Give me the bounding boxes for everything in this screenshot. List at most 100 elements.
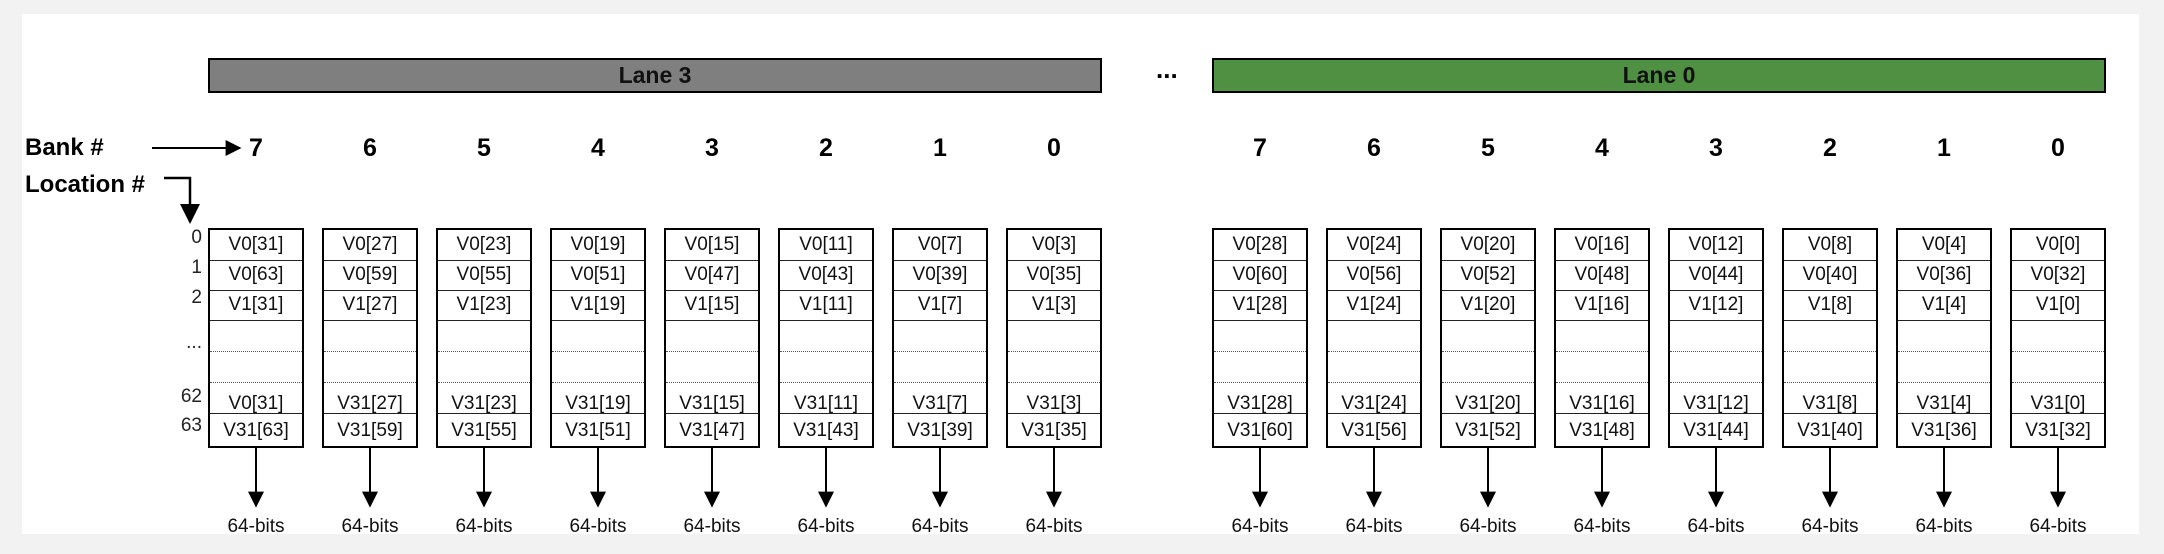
row-divider xyxy=(1008,260,1100,261)
bank-cell: V31[20] xyxy=(1455,393,1521,414)
row-divider xyxy=(1328,290,1420,291)
lane3-bank-number: 3 xyxy=(705,134,719,162)
row-divider xyxy=(324,320,416,321)
bank-cell: V0[60] xyxy=(1232,264,1288,285)
lane0-bank-number: 1 xyxy=(1937,134,1951,162)
bank-cell: V31[24] xyxy=(1341,393,1407,414)
location-index: 62 xyxy=(180,386,202,407)
bank-cell: V31[60] xyxy=(1227,420,1293,441)
lane0-bank-number: 2 xyxy=(1823,134,1837,162)
output-width-label: 64-bits xyxy=(569,516,627,537)
row-divider-dotted xyxy=(1328,382,1420,383)
row-divider xyxy=(1008,290,1100,291)
row-divider xyxy=(1008,320,1100,321)
row-divider-dotted xyxy=(1556,382,1648,383)
row-divider xyxy=(2012,290,2104,291)
lane-0-header: Lane 0 xyxy=(1212,58,2106,93)
lane3-bank-number: 0 xyxy=(1047,134,1061,162)
row-divider xyxy=(2012,260,2104,261)
row-divider xyxy=(438,260,530,261)
bank-cell: V0[40] xyxy=(1802,264,1858,285)
output-width-label: 64-bits xyxy=(1915,516,1973,537)
row-divider-dotted xyxy=(1670,382,1762,383)
lane0-bank-7: V0[28] V0[60] V1[28] V31[28] V31[60] xyxy=(1212,228,1308,448)
bank-cell: V31[8] xyxy=(1802,393,1858,414)
row-divider-dotted xyxy=(2012,382,2104,383)
row-divider xyxy=(1670,413,1762,414)
row-divider xyxy=(2012,320,2104,321)
lane0-bank-2: V0[8] V0[40] V1[8] V31[8] V31[40] xyxy=(1782,228,1878,448)
lane3-bank-7: V0[31] V0[63] V1[31] V0[31] V31[63] xyxy=(208,228,304,448)
row-divider xyxy=(552,290,644,291)
bank-cell: V31[52] xyxy=(1455,420,1521,441)
output-width-label: 64-bits xyxy=(1345,516,1403,537)
location-index: 2 xyxy=(191,287,202,308)
bank-cell: V0[36] xyxy=(1916,264,1972,285)
location-index: 63 xyxy=(180,415,202,436)
bank-cell: V31[40] xyxy=(1797,420,1863,441)
lane0-bank-number: 5 xyxy=(1481,134,1495,162)
row-divider xyxy=(438,413,530,414)
lane-3-header: Lane 3 xyxy=(208,58,1102,93)
row-divider xyxy=(210,413,302,414)
lane3-bank-2: V0[11] V0[43] V1[11] V31[11] V31[43] xyxy=(778,228,874,448)
bank-cell: V0[20] xyxy=(1460,234,1516,255)
row-divider xyxy=(666,320,758,321)
row-divider xyxy=(1784,260,1876,261)
bank-cell: V1[19] xyxy=(570,294,626,315)
row-divider xyxy=(324,290,416,291)
location-number-label: Location # xyxy=(25,171,146,198)
lane0-bank-6: V0[24] V0[56] V1[24] V31[24] V31[56] xyxy=(1326,228,1422,448)
row-divider xyxy=(1670,320,1762,321)
bank-number-label: Bank # xyxy=(25,134,104,161)
lane3-bank-number: 2 xyxy=(819,134,833,162)
bank-cell: V0[48] xyxy=(1574,264,1630,285)
bank-cell: V0[51] xyxy=(570,264,626,285)
row-divider xyxy=(1670,260,1762,261)
row-divider xyxy=(894,413,986,414)
bank-cell: V0[31] xyxy=(228,234,284,255)
bank-cell: V0[43] xyxy=(798,264,854,285)
row-divider-dotted xyxy=(1214,382,1306,383)
bank-cell: V0[47] xyxy=(684,264,740,285)
lane3-bank-5: V0[23] V0[55] V1[23] V31[23] V31[55] xyxy=(436,228,532,448)
row-divider xyxy=(1898,413,1990,414)
bank-cell: V0[12] xyxy=(1688,234,1744,255)
lane3-bank-6: V0[27] V0[59] V1[27] V31[27] V31[59] xyxy=(322,228,418,448)
lane3-bank-number: 5 xyxy=(477,134,491,162)
output-width-label: 64-bits xyxy=(341,516,399,537)
bank-cell: V1[7] xyxy=(917,294,963,315)
bank-cell: V0[44] xyxy=(1688,264,1744,285)
row-divider xyxy=(1898,260,1990,261)
bank-cell: V0[8] xyxy=(1807,234,1853,255)
lane0-bank-number: 6 xyxy=(1367,134,1381,162)
row-divider-dotted xyxy=(1784,382,1876,383)
row-divider xyxy=(1214,413,1306,414)
row-divider xyxy=(666,260,758,261)
bank-cell: V1[3] xyxy=(1031,294,1077,315)
output-width-label: 64-bits xyxy=(911,516,969,537)
row-divider xyxy=(324,413,416,414)
bank-cell: V0[19] xyxy=(570,234,626,255)
bank-cell: V0[39] xyxy=(912,264,968,285)
lane3-bank-number: 4 xyxy=(591,134,605,162)
bank-cell: V1[20] xyxy=(1460,294,1516,315)
row-divider xyxy=(552,413,644,414)
bank-cell: V1[31] xyxy=(228,294,284,315)
bank-cell: V31[35] xyxy=(1021,420,1087,441)
lane0-bank-3: V0[12] V0[44] V1[12] V31[12] V31[44] xyxy=(1668,228,1764,448)
output-width-label: 64-bits xyxy=(227,516,285,537)
row-divider-dotted xyxy=(438,382,530,383)
bank-cell: V31[36] xyxy=(1911,420,1977,441)
row-divider xyxy=(1784,290,1876,291)
output-width-label: 64-bits xyxy=(1687,516,1745,537)
bank-cell: V0[59] xyxy=(342,264,398,285)
bank-cell: V31[12] xyxy=(1683,393,1749,414)
row-divider xyxy=(1898,290,1990,291)
diagram-canvas: Lane 3 ... Lane 0 Bank # Location # 0 1 2.… xyxy=(22,14,2139,537)
bank-cell: V0[3] xyxy=(1031,234,1077,255)
location-index: 0 xyxy=(191,227,202,248)
bank-cell: V31[59] xyxy=(337,420,403,441)
row-divider xyxy=(780,260,872,261)
bank-cell: V0[16] xyxy=(1574,234,1630,255)
